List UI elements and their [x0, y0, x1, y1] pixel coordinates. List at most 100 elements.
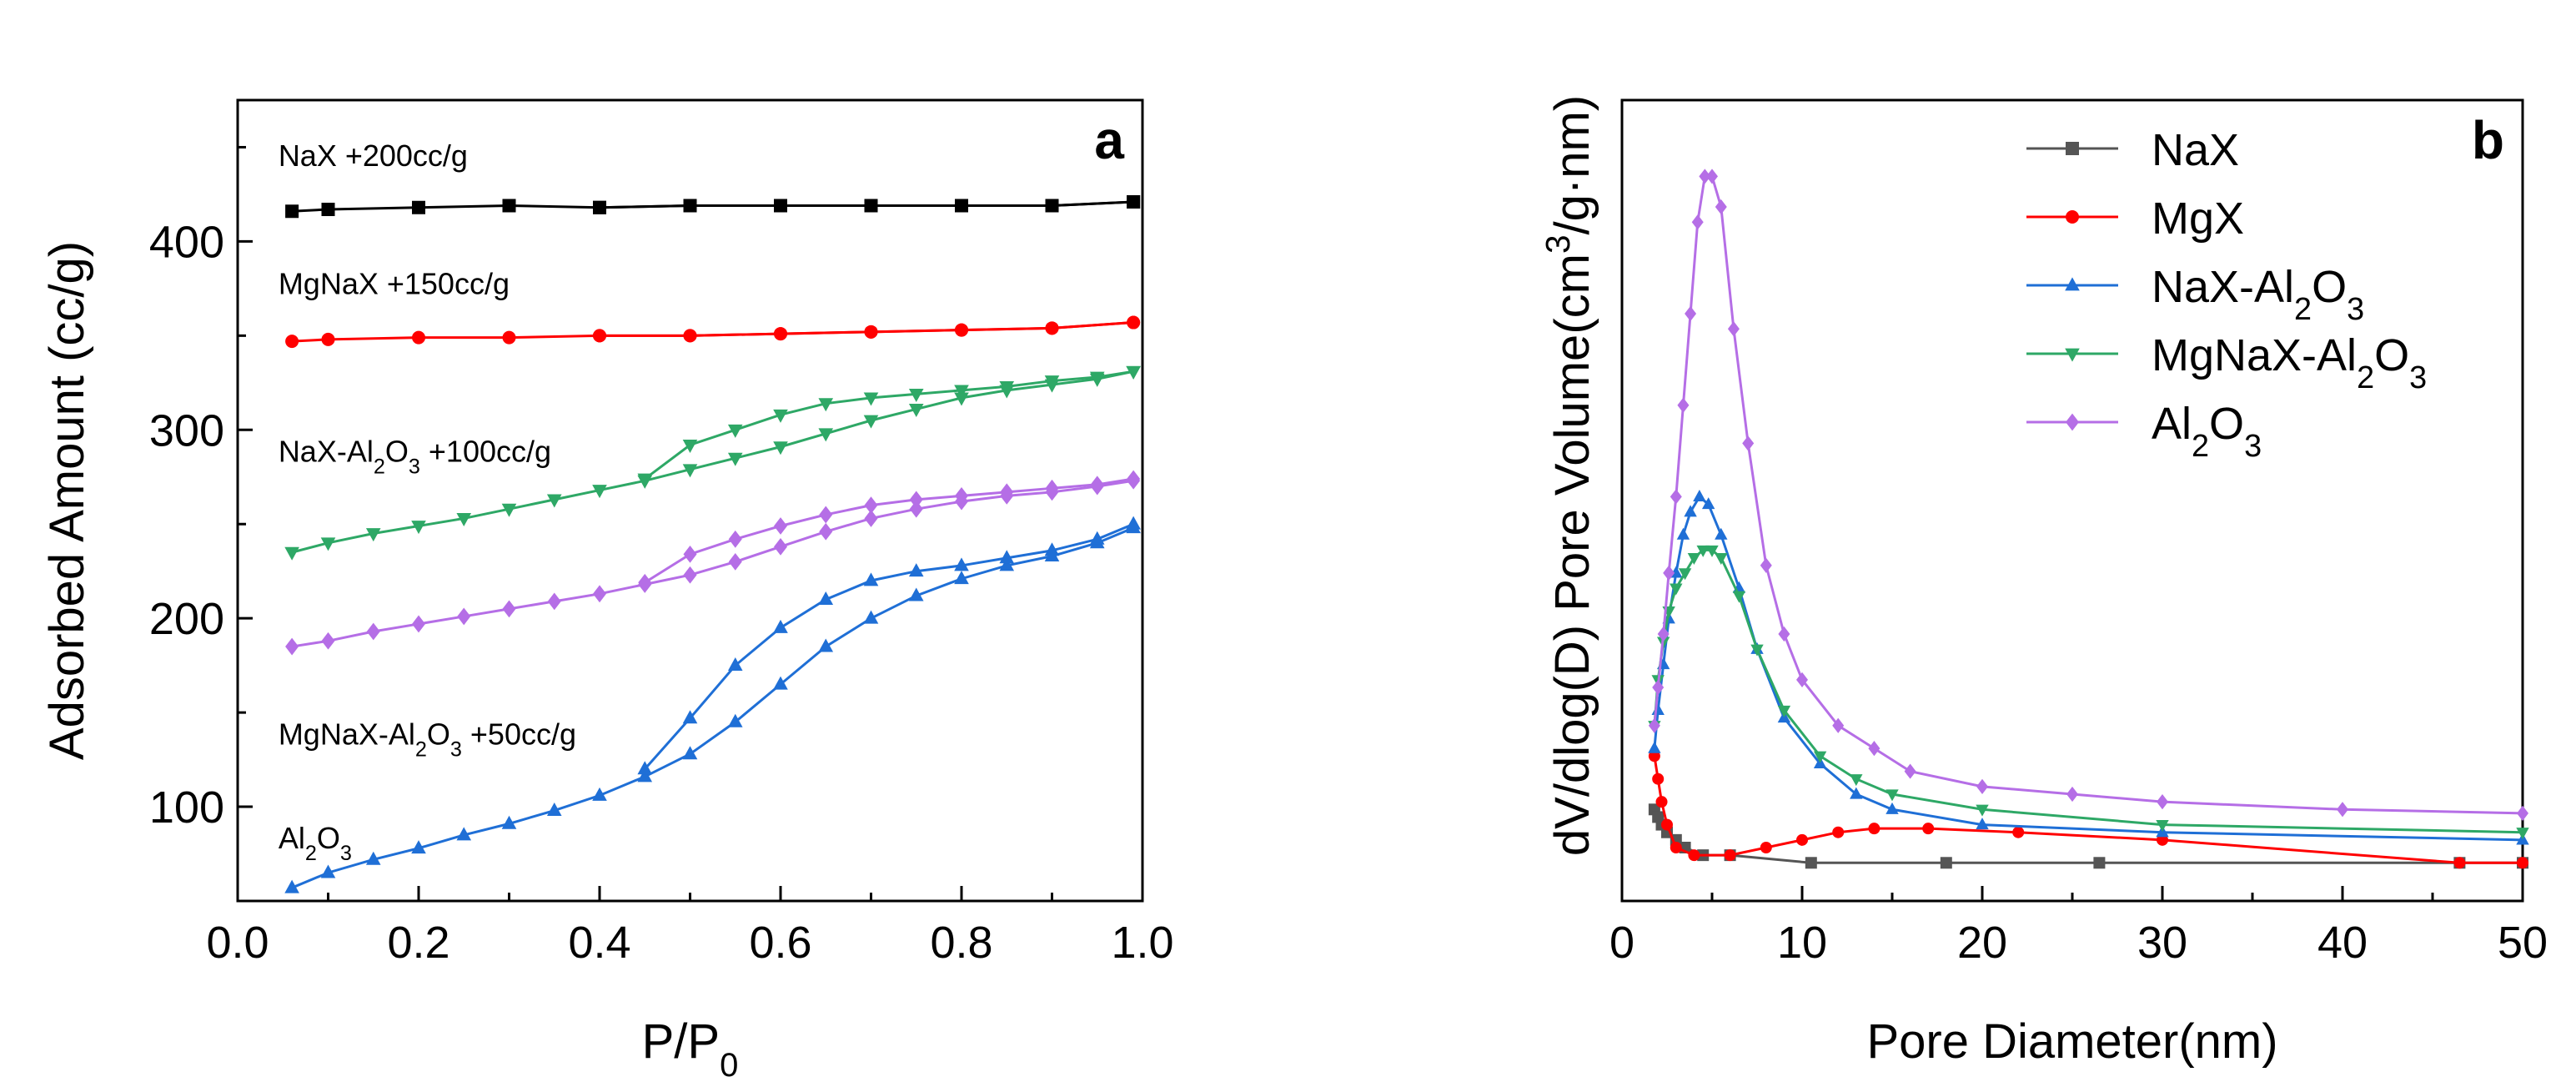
data-point [1652, 772, 1665, 785]
series-annotation-part: 2 [305, 842, 317, 865]
series-line [1653, 495, 2523, 842]
data-point [1868, 741, 1881, 757]
series-annotation: MgNaX +150cc/g [279, 267, 510, 301]
data-point [774, 327, 787, 341]
panel-label: a [1094, 110, 1124, 170]
legend-label-part: 2 [2357, 360, 2374, 395]
data-point [2066, 786, 2078, 803]
x-tick-label: 40 [2317, 918, 2368, 968]
x-tick-label: 20 [1957, 918, 2007, 968]
legend-label-part: Al [2152, 399, 2192, 449]
data-point [1045, 321, 1059, 335]
data-point [320, 537, 336, 551]
data-point [593, 585, 606, 603]
data-point [1796, 672, 1808, 687]
series-annotation: Al2O3 [279, 821, 352, 865]
legend-label-part: MgNaX-Al [2152, 330, 2357, 380]
legend-label-part: O [2312, 262, 2347, 312]
data-point [999, 380, 1015, 395]
x-tick-label: 0.2 [387, 918, 449, 968]
panel-b-pore-size-chart: 0 10 20 30 40 50 Pore Diameter(nm) dV/dlog(D) P… [1539, 95, 2548, 1069]
data-point [2517, 857, 2528, 869]
data-point [1045, 479, 1059, 497]
series-annotation-part: NaX +200cc/g [279, 138, 468, 173]
data-point [1651, 703, 1665, 716]
y-tick-label: 400 [149, 217, 224, 267]
series-annotation-part: 3 [409, 455, 420, 479]
legend-label: NaX-Al2O3 [2152, 262, 2364, 327]
data-point [909, 500, 923, 518]
data-point [863, 572, 879, 586]
legend-swatch-marker [2066, 142, 2079, 155]
data-point [863, 610, 879, 624]
data-point [728, 553, 742, 571]
data-point [1670, 489, 1682, 505]
data-point [908, 563, 924, 577]
series-annotation-part: 2 [374, 455, 385, 479]
data-point [1652, 679, 1665, 696]
data-point [456, 827, 472, 841]
y-axis-label-part: dV/dlog(D) Pore Volume(cm [1545, 254, 1599, 856]
x-axis-label-subscript: 0 [720, 1047, 738, 1084]
data-point [1813, 751, 1827, 763]
data-point [1777, 705, 1791, 717]
data-point [1976, 804, 1989, 817]
data-point [284, 546, 299, 561]
data-point [546, 802, 562, 816]
data-point [593, 200, 606, 214]
data-point [773, 619, 788, 633]
legend-label-part: 3 [2347, 292, 2364, 327]
data-point [321, 632, 335, 650]
data-point [285, 637, 299, 656]
data-point [1678, 568, 1692, 581]
panel-label: b [2472, 110, 2504, 170]
data-point [1688, 849, 1700, 862]
data-point [1760, 557, 1772, 573]
y-tick-label: 200 [149, 594, 224, 644]
data-point [1850, 787, 1863, 799]
data-point [1832, 826, 1845, 838]
data-point [1701, 497, 1715, 510]
data-point [1832, 717, 1845, 733]
data-point [818, 428, 834, 442]
data-point [592, 485, 607, 499]
data-point [1045, 199, 1059, 213]
legend-label: MgX [2152, 194, 2244, 244]
data-point [1886, 789, 1899, 802]
data-point [909, 491, 923, 509]
series-annotation-part: MgNaX-Al [279, 717, 415, 752]
series-line-adsorption [291, 479, 1134, 648]
data-point [1805, 857, 1817, 869]
data-point [1922, 823, 1935, 835]
data-point [638, 573, 652, 591]
data-point [1904, 763, 1916, 779]
series-line-desorption [644, 477, 1134, 584]
x-axis-label-main: P/P [642, 1014, 721, 1069]
data-point [2093, 857, 2106, 869]
data-point [1000, 483, 1014, 501]
series-annotation-part: O [317, 821, 340, 855]
data-point [412, 615, 425, 633]
legend-label-part: MgX [2152, 194, 2244, 244]
data-point [864, 325, 878, 339]
data-point [1676, 527, 1690, 540]
data-point [999, 550, 1015, 564]
data-point [864, 510, 878, 527]
data-point [1126, 516, 1141, 530]
data-point [411, 521, 426, 535]
x-tick-label: 0.6 [749, 918, 811, 968]
data-point [954, 392, 969, 406]
data-point [1677, 397, 1690, 413]
data-point [908, 404, 924, 418]
series-annotation-part: O [427, 717, 450, 752]
x-tick-label: 0 [1609, 918, 1634, 968]
data-point [1648, 741, 1661, 753]
data-point [683, 329, 697, 343]
data-point [1687, 552, 1701, 565]
data-point [1044, 542, 1060, 556]
data-point [773, 409, 788, 423]
data-point [683, 566, 697, 584]
series-annotation-part: 2 [415, 738, 427, 762]
data-point [864, 199, 878, 213]
